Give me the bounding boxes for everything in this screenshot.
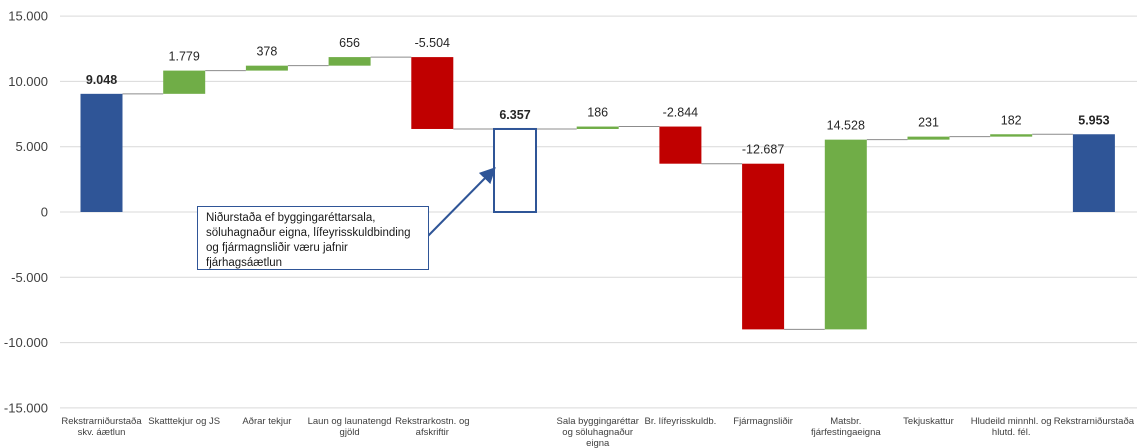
decrease-bar — [659, 126, 702, 164]
y-tick-label: -15.000 — [4, 400, 48, 415]
category-label-line: Hludeild minnhl. og — [971, 416, 1052, 427]
data-labels: 9.048 1.779 378 656 -5.504 6.357 186 -2.844 -12.… — [86, 36, 1110, 157]
data-label: 1.779 — [169, 50, 200, 64]
increase-bar — [328, 57, 371, 66]
total-bar — [1072, 134, 1115, 212]
y-tick-label: -10.000 — [4, 335, 48, 350]
category-label-line: gjöld — [340, 427, 360, 438]
category-label-line: og söluhagnaður — [562, 427, 633, 438]
category-label-line: fjárfestingaeigna — [811, 427, 881, 438]
y-tick-label: 15.000 — [8, 9, 48, 24]
increase-bar — [576, 126, 619, 129]
category-label-line: Laun og launatengd — [308, 416, 392, 427]
category-label-line: hlutd. fél. — [992, 427, 1031, 438]
y-tick-label: 0 — [41, 205, 48, 220]
data-label: -12.687 — [742, 143, 784, 157]
increase-bar — [990, 134, 1033, 137]
category-label: Matsbr. fjárfestingaeigna — [811, 416, 881, 438]
y-tick-label: 5.000 — [15, 139, 48, 154]
data-label: 14.528 — [827, 119, 865, 133]
category-label: Rekstrarniðurstaða skv. áætlun — [61, 416, 142, 438]
y-axis-tick-labels: -15.000 -10.000 -5.000 0 5.000 10.000 15.000 — [4, 9, 48, 416]
category-label: Br. lífeyrisskuldb. — [644, 416, 716, 427]
category-label: Sala byggingaréttar og söluhagnaður eigna — [557, 416, 639, 448]
category-label-line: Br. lífeyrisskuldb. — [644, 416, 716, 427]
data-label: 378 — [256, 45, 277, 59]
annotation-arrow — [425, 167, 496, 239]
category-label-line: Tekjuskattur — [903, 416, 954, 427]
increase-bar — [163, 70, 206, 94]
category-label-line: Sala byggingaréttar — [557, 416, 639, 427]
data-label: 6.357 — [499, 108, 530, 122]
category-label-line: eigna — [586, 438, 610, 448]
category-label-line: afskriftir — [416, 427, 449, 438]
y-tick-label: 10.000 — [8, 74, 48, 89]
data-label: 656 — [339, 36, 360, 50]
category-label: Laun og launatengd gjöld — [308, 416, 392, 438]
annotation-callout: Niðurstaða ef byggingaréttarsala, söluha… — [197, 206, 429, 270]
connector-lines — [122, 56, 1073, 330]
bars — [80, 57, 1115, 330]
data-label: -2.844 — [663, 106, 698, 120]
category-label: Skatttekjur og JS — [148, 416, 220, 427]
category-label-line: Rekstrarniðurstaða — [1054, 416, 1135, 427]
x-axis-category-labels: Rekstrarniðurstaða skv. áætlunSkatttekjur… — [61, 416, 1134, 448]
data-label: 9.048 — [86, 73, 117, 87]
category-label-line: Rekstrarniðurstaða — [61, 416, 142, 427]
increase-bar — [245, 65, 288, 71]
category-label-line: Fjármagnsliðir — [733, 416, 793, 427]
data-label: 5.953 — [1078, 113, 1109, 127]
category-label-line: Aðrar tekjur — [242, 416, 291, 427]
category-label: Fjármagnsliðir — [733, 416, 793, 427]
y-tick-label: -5.000 — [11, 270, 48, 285]
data-label: 186 — [587, 106, 608, 120]
decrease-bar — [411, 57, 454, 129]
total-bar — [80, 93, 123, 212]
subtotal-bar — [493, 127, 537, 214]
data-label: 231 — [918, 116, 939, 130]
increase-bar — [907, 136, 950, 140]
category-label-line: Skatttekjur og JS — [148, 416, 220, 427]
category-label-line: Rekstrarkostn. og — [395, 416, 469, 427]
category-label: Aðrar tekjur — [242, 416, 291, 427]
category-label: Hludeild minnhl. og hlutd. fél. — [971, 416, 1052, 438]
increase-bar — [824, 139, 867, 330]
category-label: Rekstrarniðurstaða — [1054, 416, 1135, 427]
decrease-bar — [742, 163, 785, 330]
category-label: Tekjuskattur — [903, 416, 954, 427]
data-label: 182 — [1001, 113, 1022, 127]
category-label-line: Matsbr. — [830, 416, 861, 427]
category-label: Rekstrarkostn. og afskriftir — [395, 416, 469, 438]
category-label-line: skv. áætlun — [78, 427, 126, 438]
data-label: -5.504 — [415, 36, 450, 50]
